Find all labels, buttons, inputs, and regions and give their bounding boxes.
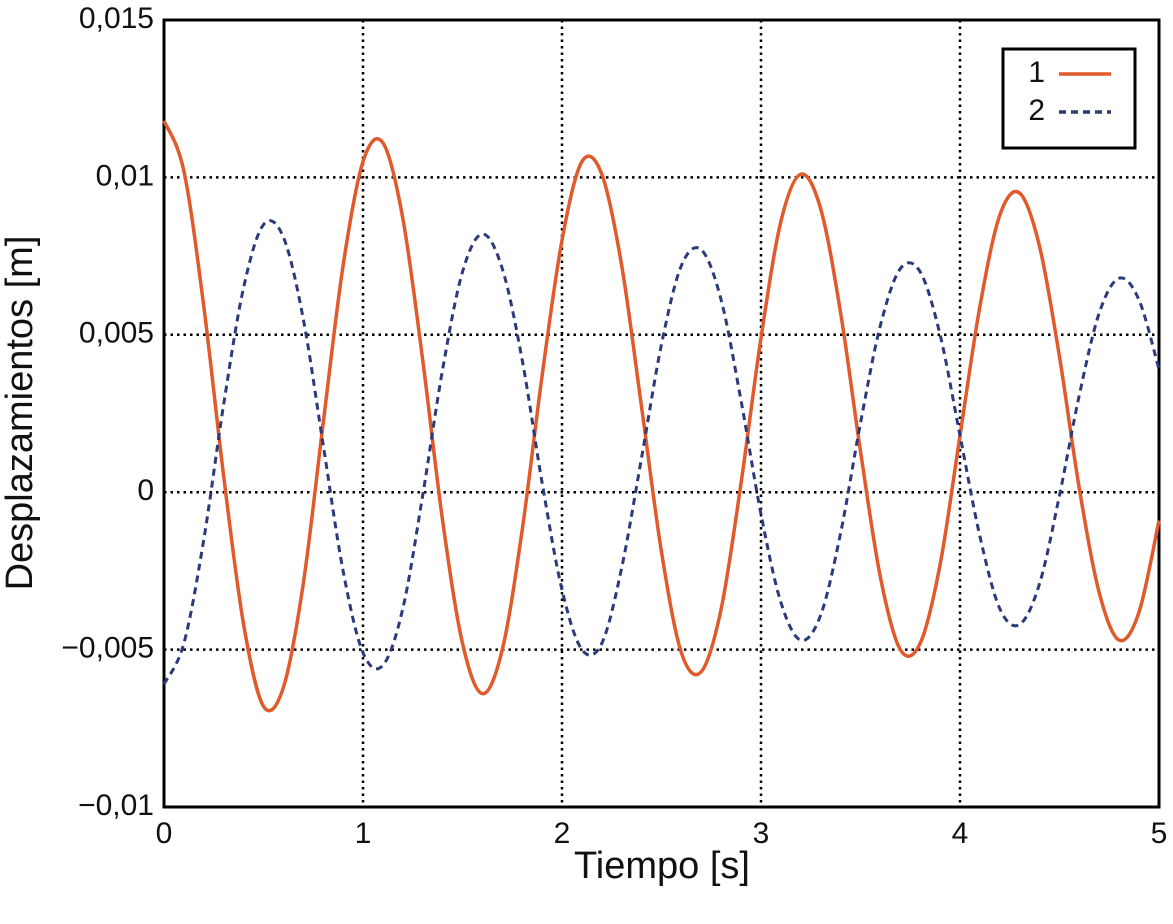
x-tick-label: 3 [753, 817, 770, 850]
x-tick-label: 2 [554, 817, 571, 850]
y-axis-label: Desplazamientos [m] [0, 236, 41, 591]
x-tick-label: 1 [355, 817, 372, 850]
legend-label: 2 [1028, 94, 1045, 127]
x-tick-label: 0 [156, 817, 173, 850]
x-tick-label: 5 [1151, 817, 1168, 850]
data-line [162, 219, 1161, 685]
y-tick-label: −0,01 [78, 789, 154, 822]
y-tick-label: 0,005 [79, 317, 154, 350]
y-tick-label: 0,01 [96, 159, 154, 192]
y-tick-label: 0 [137, 474, 154, 507]
y-tick-label: 0,015 [79, 2, 154, 35]
legend-box [1001, 47, 1137, 150]
x-tick-label: 4 [952, 817, 969, 850]
plot-frame [162, 18, 1161, 809]
legend-label: 1 [1028, 56, 1045, 89]
y-tick-label: −0,005 [61, 632, 154, 665]
data-line [162, 120, 1161, 713]
x-axis-label: Tiempo [s] [574, 845, 750, 887]
